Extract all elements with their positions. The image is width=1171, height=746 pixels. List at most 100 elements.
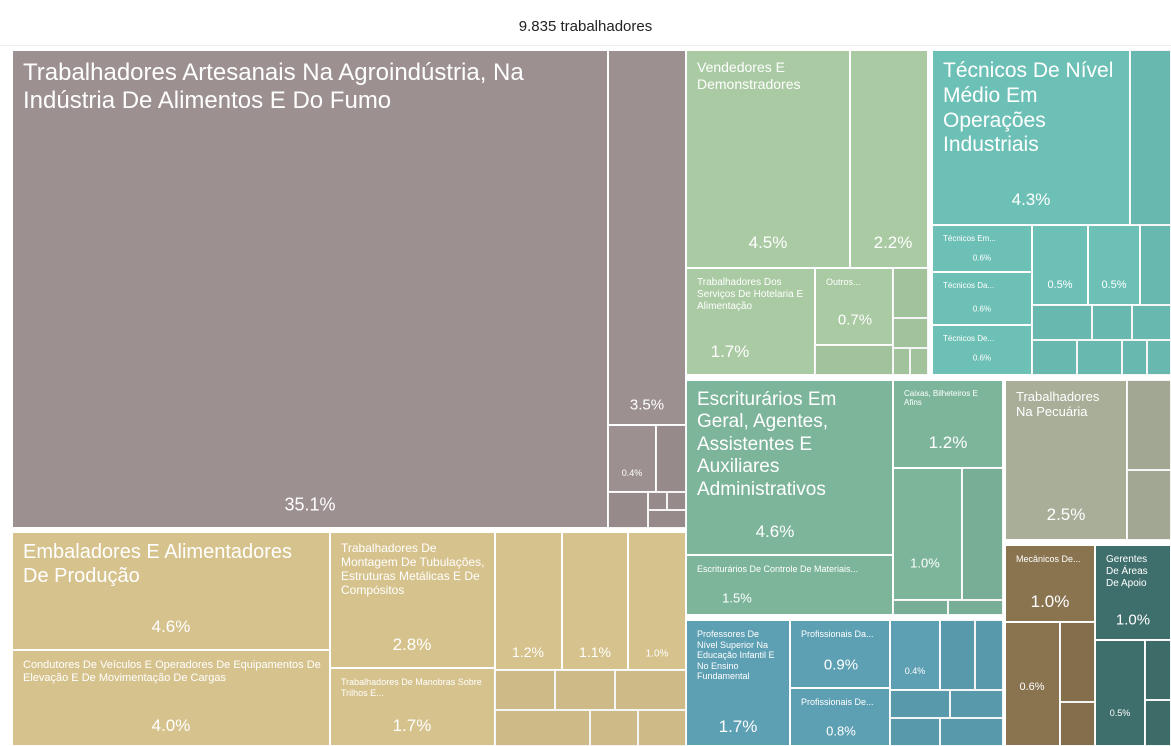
- value-label: 2.5%: [1046, 505, 1086, 524]
- minor-tile: [615, 670, 686, 710]
- minor-tile: [1060, 622, 1095, 702]
- tile: [893, 468, 962, 600]
- minor-tile: [815, 345, 893, 375]
- tile: Escriturários Em Geral, Agentes, Assiste…: [686, 380, 893, 555]
- value-label: 0.5%: [1101, 279, 1127, 291]
- minor-tile: [1145, 700, 1171, 746]
- tile: Técnicos De Nível Médio Em Operações Ind…: [932, 50, 1130, 225]
- value-label: 1.2%: [512, 644, 544, 660]
- minor-tile: [948, 600, 1003, 615]
- tile-label: Trabalhadores Dos Serviços De Hotelaria …: [697, 277, 804, 312]
- value-label: 1.0%: [1115, 611, 1151, 629]
- value-label: 0.6%: [972, 304, 992, 314]
- minor-tile: [940, 620, 975, 690]
- tile-label: Trabalhadores De Manobras Sobre Trilhos …: [341, 677, 482, 698]
- tile-label: Profissionais Da...: [801, 629, 874, 639]
- tile-label: Trabalhadores Artesanais Na Agroindústri…: [23, 59, 524, 115]
- value-label: 4.6%: [151, 617, 191, 636]
- chart-title: 9.835 trabalhadores: [518, 18, 653, 35]
- tile: [1032, 225, 1088, 305]
- tile-label: Técnicos Da...: [943, 281, 995, 290]
- minor-tile: [1032, 340, 1077, 375]
- tile: Condutores De Veículos E Operadores De E…: [12, 650, 330, 746]
- tile-label: Técnicos De Nível Médio Em Operações Ind…: [943, 59, 1114, 157]
- minor-tile: [1130, 50, 1171, 225]
- tile-label: Condutores De Veículos E Operadores De E…: [23, 659, 321, 684]
- minor-tile: [590, 710, 638, 746]
- value-label: 4.6%: [755, 522, 795, 541]
- value-label: 3.5%: [629, 396, 665, 414]
- value-label: 4.3%: [1011, 190, 1051, 209]
- tile: [890, 620, 940, 690]
- tile: [628, 532, 686, 670]
- value-label: 35.1%: [284, 494, 336, 515]
- minor-tile: [667, 492, 686, 510]
- tile-label: Escriturários Em Geral, Agentes, Assiste…: [697, 389, 837, 500]
- tile: Técnicos Da...: [932, 272, 1032, 325]
- minor-tile: [890, 718, 940, 746]
- minor-tile: [1132, 305, 1171, 340]
- tile: [495, 532, 562, 670]
- value-label: 0.7%: [837, 311, 873, 329]
- tile-label: Técnicos Em...: [943, 234, 996, 243]
- tile: Profissionais De...: [790, 688, 890, 746]
- minor-tile: [893, 268, 928, 318]
- value-label: 1.0%: [910, 555, 940, 571]
- minor-tile: [962, 468, 1003, 600]
- minor-tile: [893, 348, 910, 375]
- tile: Escriturários De Controle De Materiais..…: [686, 555, 893, 615]
- tile: [608, 425, 656, 492]
- tile: Técnicos Em...: [932, 225, 1032, 272]
- tile-label: Trabalhadores De Montagem De Tubulações,…: [341, 541, 485, 598]
- value-label: 1.7%: [718, 717, 758, 736]
- value-label: 0.8%: [826, 723, 856, 739]
- value-label: 0.4%: [904, 666, 926, 676]
- tile-label: Outros...: [826, 277, 861, 287]
- value-label: 1.5%: [722, 590, 752, 606]
- minor-tile: [656, 425, 686, 492]
- tile-label: Profissionais De...: [801, 697, 874, 707]
- tile-label: Gerentes De Áreas De Apoio: [1106, 554, 1148, 589]
- minor-tile: [910, 348, 928, 375]
- minor-tile: [1127, 380, 1171, 470]
- value-label: 0.9%: [823, 656, 859, 674]
- value-label: 1.7%: [710, 342, 750, 361]
- value-label: 2.2%: [873, 233, 913, 252]
- minor-tile: [1092, 305, 1132, 340]
- tile-label: Caixas, Bilheteiros E Afins: [904, 389, 978, 408]
- minor-tile: [648, 492, 667, 510]
- tile: Caixas, Bilheteiros E Afins: [893, 380, 1003, 468]
- tile-label: Trabalhadores Na Pecuária: [1016, 389, 1100, 420]
- minor-tile: [555, 670, 615, 710]
- minor-tile: [950, 690, 1003, 718]
- value-label: 0.6%: [972, 353, 992, 363]
- minor-tile: [893, 600, 948, 615]
- tile-label: Escriturários De Controle De Materiais..…: [697, 564, 859, 574]
- tile: Trabalhadores Na Pecuária: [1005, 380, 1127, 540]
- minor-tile: [495, 670, 555, 710]
- minor-tile: [608, 492, 648, 528]
- header-bar: [0, 0, 1171, 46]
- value-label: 2.8%: [392, 635, 432, 654]
- minor-tile: [893, 318, 928, 348]
- tile: Trabalhadores Dos Serviços De Hotelaria …: [686, 268, 815, 375]
- tile: [562, 532, 628, 670]
- minor-tile: [1122, 340, 1147, 375]
- tile: Outros...: [815, 268, 893, 345]
- minor-tile: [975, 620, 1003, 690]
- tile: [1088, 225, 1140, 305]
- value-label: 0.4%: [621, 468, 643, 478]
- value-label: 1.2%: [928, 433, 968, 452]
- minor-tile: [1147, 340, 1171, 375]
- tile: Técnicos De...: [932, 325, 1032, 375]
- minor-tile: [638, 710, 686, 746]
- tile-label: Mecânicos De...: [1016, 554, 1081, 564]
- tile: Trabalhadores Artesanais Na Agroindústri…: [12, 50, 608, 528]
- minor-tile: [495, 710, 590, 746]
- tile: Vendedores E Demonstradores: [686, 50, 850, 268]
- value-label: 1.0%: [645, 648, 669, 660]
- minor-tile: [1077, 340, 1122, 375]
- tile-label: Técnicos De...: [943, 334, 995, 343]
- tile: Professores De Nível Superior Na Educaçã…: [686, 620, 790, 746]
